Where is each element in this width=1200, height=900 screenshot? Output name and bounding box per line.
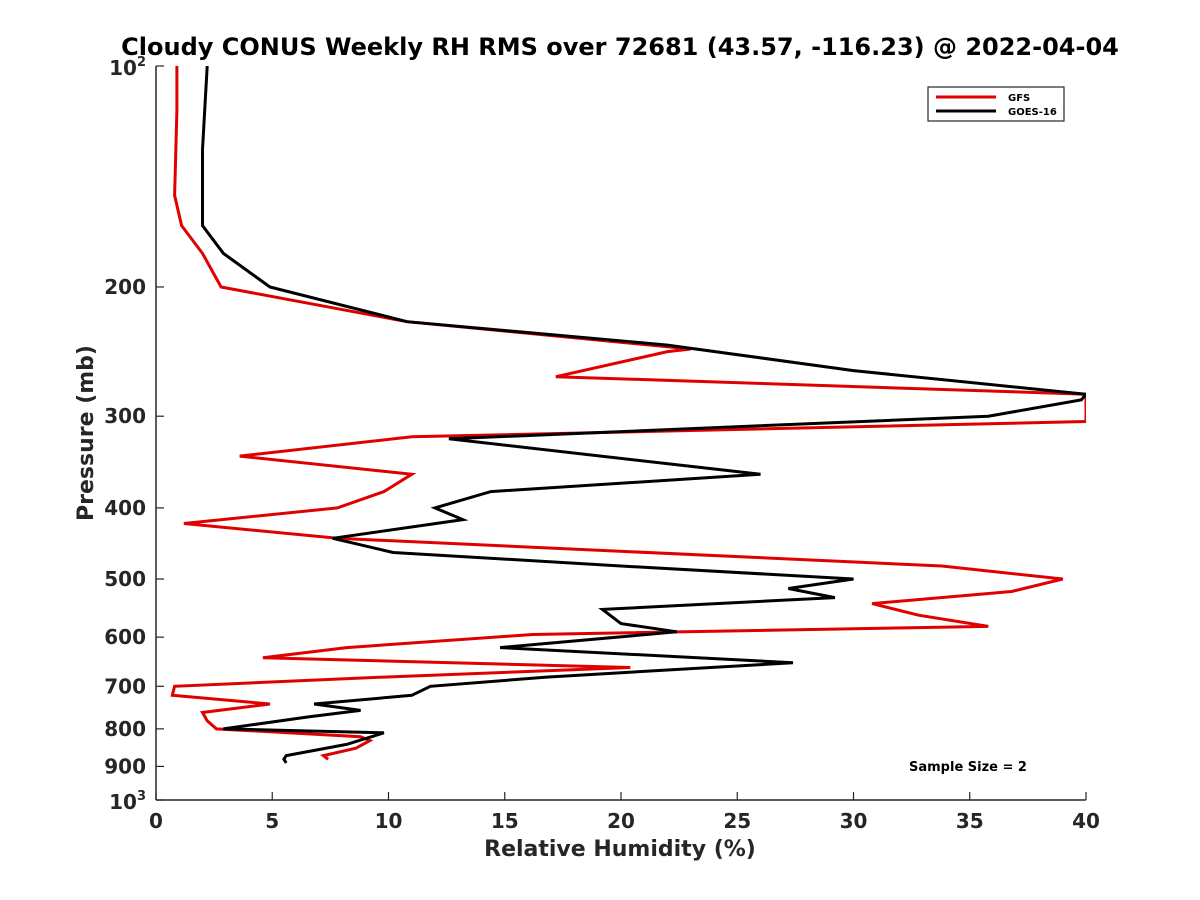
sample-size-annotation: Sample Size = 2 [909,760,1027,775]
x-tick-label: 0 [149,809,163,833]
legend-label: GOES-16 [1008,107,1057,118]
x-tick-label: 5 [265,809,279,833]
x-tick-label: 25 [723,809,751,833]
y-tick-label-exponent: 3 [137,789,146,804]
y-tick-label: 300 [104,404,146,428]
y-tick-label: 600 [104,625,146,649]
y-tick-label: 800 [104,717,146,741]
chart-title: Cloudy CONUS Weekly RH RMS over 72681 (4… [121,33,1119,61]
x-tick-label: 40 [1072,809,1100,833]
x-axis: 0 5 10 15 20 25 30 35 40 [149,792,1100,833]
x-tick-label: 20 [607,809,635,833]
series-line-goes-16 [201,66,1086,764]
legend-label: GFS [1008,93,1030,104]
x-tick-label: 30 [840,809,868,833]
x-tick-label: 35 [956,809,984,833]
y-tick-label: 700 [104,674,146,698]
y-tick-label: 900 [104,754,146,778]
x-tick-label: 10 [375,809,403,833]
y-tick-label-base: 10 [109,790,137,814]
y-tick-label-base: 10 [109,56,137,80]
x-tick-label: 15 [491,809,519,833]
y-axis-title: Pressure (mb) [74,345,99,521]
plot-area [170,66,1086,764]
y-tick-label: 500 [104,567,146,591]
legend: GFS GOES-16 [927,86,1065,122]
legend-box [927,86,1065,122]
y-tick-label: 200 [104,275,146,299]
y-tick-label: 400 [104,496,146,520]
x-axis-title: Relative Humidity (%) [484,837,756,862]
y-tick-label: 103 [109,789,146,814]
y-tick-label-exponent: 2 [137,55,146,70]
y-tick-label: 102 [109,55,146,80]
